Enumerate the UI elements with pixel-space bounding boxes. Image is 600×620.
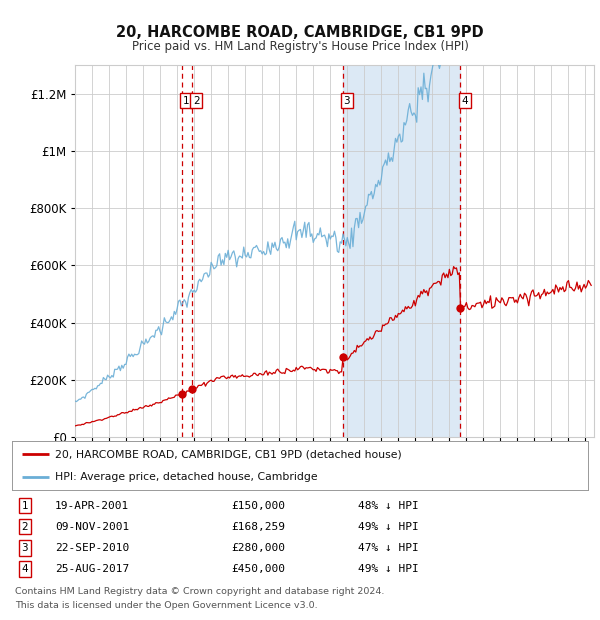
Text: 20, HARCOMBE ROAD, CAMBRIDGE, CB1 9PD: 20, HARCOMBE ROAD, CAMBRIDGE, CB1 9PD bbox=[116, 25, 484, 40]
Text: 19-APR-2001: 19-APR-2001 bbox=[55, 501, 130, 511]
Text: Contains HM Land Registry data © Crown copyright and database right 2024.: Contains HM Land Registry data © Crown c… bbox=[15, 587, 385, 596]
Text: 1: 1 bbox=[22, 501, 28, 511]
Text: 3: 3 bbox=[22, 543, 28, 553]
Text: HPI: Average price, detached house, Cambridge: HPI: Average price, detached house, Camb… bbox=[55, 472, 318, 482]
Text: £450,000: £450,000 bbox=[231, 564, 285, 574]
Text: 20, HARCOMBE ROAD, CAMBRIDGE, CB1 9PD (detached house): 20, HARCOMBE ROAD, CAMBRIDGE, CB1 9PD (d… bbox=[55, 450, 402, 459]
Text: 48% ↓ HPI: 48% ↓ HPI bbox=[358, 501, 418, 511]
Text: 1: 1 bbox=[183, 96, 190, 106]
Text: £168,259: £168,259 bbox=[231, 522, 285, 532]
Text: 22-SEP-2010: 22-SEP-2010 bbox=[55, 543, 130, 553]
Text: £150,000: £150,000 bbox=[231, 501, 285, 511]
Text: Price paid vs. HM Land Registry's House Price Index (HPI): Price paid vs. HM Land Registry's House … bbox=[131, 40, 469, 53]
Text: 4: 4 bbox=[22, 564, 28, 574]
Bar bbox=[343, 65, 460, 437]
Text: 49% ↓ HPI: 49% ↓ HPI bbox=[358, 564, 418, 574]
Text: 3: 3 bbox=[344, 96, 350, 106]
Text: 2: 2 bbox=[193, 96, 199, 106]
Text: 4: 4 bbox=[461, 96, 468, 106]
Text: 25-AUG-2017: 25-AUG-2017 bbox=[55, 564, 130, 574]
Text: £280,000: £280,000 bbox=[231, 543, 285, 553]
Text: This data is licensed under the Open Government Licence v3.0.: This data is licensed under the Open Gov… bbox=[15, 601, 317, 611]
Text: 47% ↓ HPI: 47% ↓ HPI bbox=[358, 543, 418, 553]
Text: 09-NOV-2001: 09-NOV-2001 bbox=[55, 522, 130, 532]
Text: 2: 2 bbox=[22, 522, 28, 532]
Text: 49% ↓ HPI: 49% ↓ HPI bbox=[358, 522, 418, 532]
